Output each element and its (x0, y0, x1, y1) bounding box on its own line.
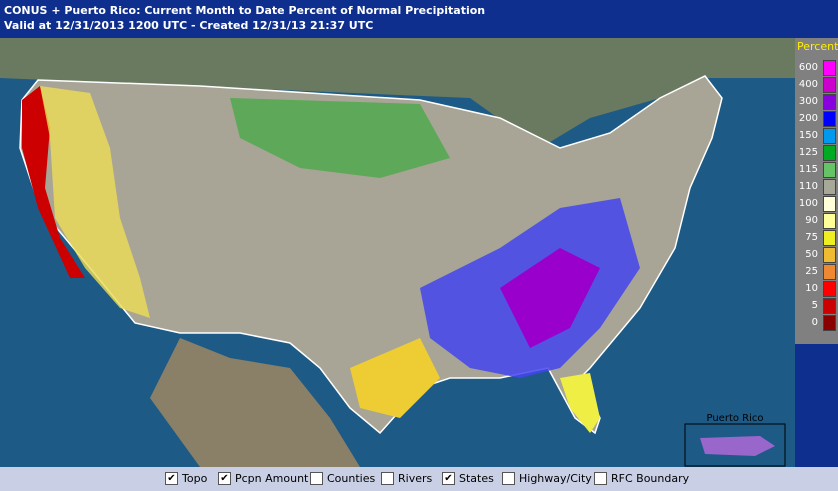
layer-bar: ✔ Topo ✔ Pcpn Amount Counties Rivers ✔ States Hi… (0, 467, 838, 491)
legend-label: 0 (811, 317, 818, 328)
checkbox[interactable] (310, 472, 323, 485)
mexico (150, 338, 360, 467)
legend-label: 75 (805, 232, 818, 243)
checkbox-label[interactable]: Topo (182, 472, 208, 485)
map: Puerto Rico (0, 38, 795, 467)
legend-swatch (823, 111, 836, 127)
subtitle: Valid at 12/31/2013 1200 UTC - Created 1… (4, 19, 374, 32)
legend-label: 100 (798, 198, 818, 209)
checkbox[interactable] (594, 472, 607, 485)
legend-swatch (823, 298, 836, 314)
checkbox-label[interactable]: Rivers (398, 472, 433, 485)
dry-florida (560, 373, 600, 433)
checkbox-label[interactable]: Pcpn Amount (235, 472, 309, 485)
layer-checkbox[interactable]: Highway/City (502, 472, 592, 485)
legend-label: 10 (805, 283, 818, 294)
legend-label: 25 (805, 266, 818, 277)
legend-swatch (823, 128, 836, 144)
very-wet-southeast (500, 248, 600, 348)
legend-swatch (823, 162, 836, 178)
dry-west (40, 86, 150, 318)
checkbox-label[interactable]: Counties (327, 472, 376, 485)
legend-swatch (823, 145, 836, 161)
checkbox[interactable]: ✔ (165, 472, 178, 485)
legend: Percent 600 400 300 200 150 125 115 110 100 90 75 5… (795, 38, 838, 344)
legend-swatch (823, 60, 836, 76)
checkbox-label[interactable]: RFC Boundary (611, 472, 690, 485)
legend-swatch (823, 247, 836, 263)
layer-checkbox[interactable]: ✔ Topo (165, 472, 207, 485)
legend-swatch (823, 213, 836, 229)
legend-swatch (823, 315, 836, 331)
puerto-rico (700, 436, 775, 456)
legend-label: 200 (798, 113, 818, 124)
legend-swatch (823, 94, 836, 110)
layer-checkbox[interactable]: RFC Boundary (594, 472, 689, 485)
checkbox[interactable] (502, 472, 515, 485)
legend-label: 115 (798, 164, 818, 175)
title: CONUS + Puerto Rico: Current Month to Da… (4, 4, 486, 17)
checkbox[interactable]: ✔ (218, 472, 231, 485)
legend-label: 110 (798, 181, 818, 192)
legend-label: 300 (798, 96, 818, 107)
legend-swatch (823, 196, 836, 212)
legend-label: 90 (805, 215, 818, 226)
legend-label: 125 (798, 147, 818, 158)
checkbox[interactable]: ✔ (442, 472, 455, 485)
checkbox-label[interactable]: States (459, 472, 494, 485)
checkbox-label[interactable]: Highway/City (519, 472, 592, 485)
checkbox[interactable] (381, 472, 394, 485)
legend-swatch (823, 264, 836, 280)
canada (0, 38, 795, 148)
legend-label: 5 (811, 300, 818, 311)
legend-swatch (823, 179, 836, 195)
legend-label: 400 (798, 79, 818, 90)
legend-swatch (823, 77, 836, 93)
inset-label: Puerto Rico (706, 413, 763, 424)
wet-north (230, 98, 450, 178)
legend-label: 600 (798, 62, 818, 73)
layer-checkbox[interactable]: ✔ Pcpn Amount (218, 472, 308, 485)
dry-texas (350, 338, 440, 418)
dry-west-coast (22, 86, 85, 278)
legend-label: 150 (798, 130, 818, 141)
layer-checkbox[interactable]: Rivers (381, 472, 432, 485)
legend-swatch (823, 230, 836, 246)
legend-swatch (823, 281, 836, 297)
layer-checkbox[interactable]: ✔ States (442, 472, 494, 485)
legend-title: Percent (797, 40, 838, 53)
legend-label: 50 (805, 249, 818, 260)
layer-checkbox[interactable]: Counties (310, 472, 375, 485)
header: CONUS + Puerto Rico: Current Month to Da… (0, 0, 838, 38)
